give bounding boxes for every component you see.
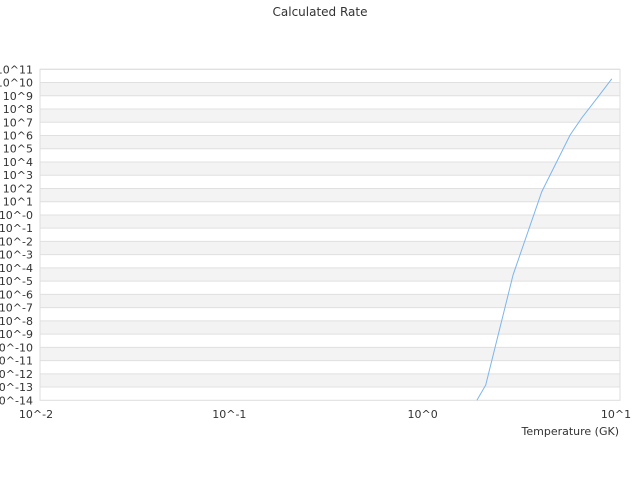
grid-band <box>40 307 620 321</box>
y-tick-label: 10^6 <box>3 130 33 143</box>
y-tick-label: 10^-3 <box>0 249 33 262</box>
grid-band <box>40 201 620 215</box>
y-tick-label: 10^-12 <box>0 368 33 381</box>
y-tick-label: 10^7 <box>3 116 33 129</box>
y-tick-label: 10^-10 <box>0 341 33 354</box>
grid-band <box>40 241 620 255</box>
y-tick-label: 10^-11 <box>0 355 33 368</box>
grid-band <box>40 214 620 229</box>
y-tick-label: 10^-0 <box>0 209 33 222</box>
grid-band <box>40 109 620 123</box>
y-tick-label: 10^1 <box>3 196 33 209</box>
grid-band <box>40 188 620 202</box>
grid-band <box>40 161 620 176</box>
x-axis-label: Temperature (GK) <box>521 425 620 438</box>
grid-band <box>40 175 620 189</box>
grid-band <box>40 122 620 136</box>
y-tick-label: 10^-2 <box>0 235 33 248</box>
y-tick-label: 10^11 <box>0 63 33 76</box>
plot-frame <box>39 68 621 401</box>
y-tick-label: 10^-1 <box>0 222 33 235</box>
y-tick-label: 10^2 <box>3 182 33 195</box>
grid-band <box>40 281 620 295</box>
y-tick-label: 10^-4 <box>0 262 33 275</box>
grid-band <box>40 267 620 282</box>
y-tick-label: 10^3 <box>3 169 33 182</box>
x-axis-ticks: 10^-2 10^-1 10^0 10^1 <box>19 408 631 421</box>
grid-band <box>40 294 620 308</box>
y-tick-label: 10^-13 <box>0 381 33 394</box>
y-tick-label: 10^-6 <box>0 288 33 301</box>
y-tick-label: 10^-7 <box>0 302 33 315</box>
grid-band <box>40 69 620 83</box>
grid-band <box>40 95 620 110</box>
x-tick-label: 10^1 <box>601 408 631 421</box>
y-tick-label: 10^-8 <box>0 315 33 328</box>
grid-band <box>40 254 620 268</box>
grid-band <box>40 334 620 348</box>
y-axis-ticks: 10^1110^1010^910^810^710^610^510^410^310… <box>0 63 33 407</box>
grid-band <box>40 228 620 242</box>
x-tick-label: 10^-2 <box>19 408 53 421</box>
series-line <box>476 78 613 401</box>
y-tick-label: 10^8 <box>3 103 33 116</box>
chart-title: Calculated Rate <box>273 5 368 19</box>
grid-band <box>40 148 620 162</box>
series-group <box>476 78 613 401</box>
grid-band <box>40 360 620 374</box>
grid-band <box>40 387 620 401</box>
grid-bands <box>40 68 620 401</box>
y-tick-label: 10^9 <box>3 90 33 103</box>
y-tick-label: 10^-14 <box>0 394 33 407</box>
grid-band <box>40 347 620 361</box>
y-tick-label: 10^5 <box>3 143 33 156</box>
y-tick-label: 10^10 <box>0 77 33 90</box>
y-tick-label: 10^-9 <box>0 328 33 341</box>
x-tick-label: 10^-1 <box>212 408 246 421</box>
y-tick-label: 10^4 <box>3 156 33 169</box>
grid-band <box>40 82 620 96</box>
y-tick-label: 10^-5 <box>0 275 33 288</box>
grid-band <box>40 320 620 335</box>
grid-band <box>40 373 620 388</box>
x-tick-label: 10^0 <box>408 408 438 421</box>
grid-band <box>40 135 620 149</box>
